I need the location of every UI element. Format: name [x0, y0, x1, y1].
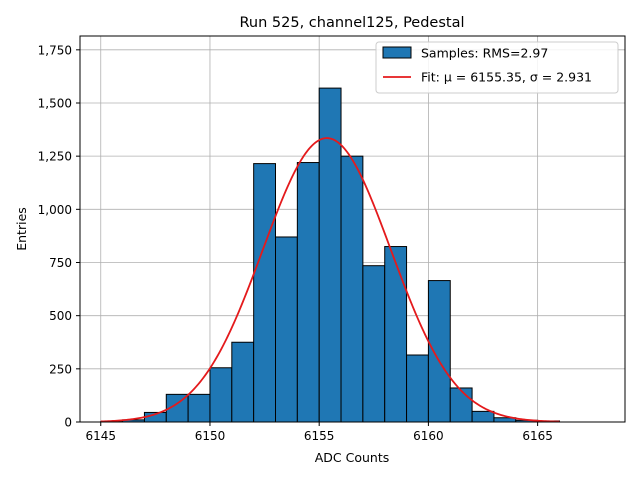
- histogram-bar: [209, 367, 233, 423]
- y-tick-label: 750: [49, 256, 72, 270]
- histogram-bar: [471, 410, 495, 423]
- fit-curve-layer: [100, 137, 560, 423]
- fit-curve: [100, 137, 560, 423]
- y-tick-label: 1,750: [38, 43, 72, 57]
- histogram-bar: [384, 246, 408, 423]
- y-tick-label: 250: [49, 362, 72, 376]
- y-axis-ticks: 0 250 500 750 1,000 1,250 1,500 1,750: [38, 43, 80, 430]
- x-tick-label: 6165: [522, 429, 553, 443]
- y-tick-label: 0: [64, 416, 72, 430]
- x-tick-label: 6150: [195, 429, 226, 443]
- x-tick-label: 6160: [413, 429, 444, 443]
- x-axis-ticks: 6145 6150 6155 6160 6165: [85, 422, 553, 443]
- chart-title: Run 525, channel125, Pedestal: [239, 15, 464, 31]
- histogram-bar: [406, 354, 429, 423]
- histogram-bar: [253, 163, 277, 423]
- legend-box: [375, 41, 619, 94]
- histogram-bar: [296, 162, 320, 423]
- legend: Samples: RMS=2.97 Fit: μ = 6155.35, σ = …: [375, 41, 619, 94]
- y-tick-label: 1,500: [38, 96, 72, 110]
- histogram-bar: [427, 280, 451, 423]
- legend-swatch-samples: [382, 46, 412, 59]
- histogram-bar: [275, 236, 298, 423]
- y-tick-label: 1,250: [38, 150, 72, 164]
- histogram-bar: [449, 387, 473, 423]
- y-axis-label: Entries: [14, 207, 29, 251]
- y-tick-label: 500: [49, 309, 72, 323]
- histogram-bar: [340, 155, 364, 423]
- x-tick-label: 6155: [304, 429, 335, 443]
- legend-label-samples: Samples: RMS=2.97: [421, 46, 548, 61]
- plot-frame: [79, 35, 626, 423]
- histogram-bar: [231, 341, 255, 423]
- x-axis-label: ADC Counts: [315, 450, 390, 465]
- x-tick-label: 6145: [85, 429, 116, 443]
- y-tick-label: 1,000: [38, 203, 72, 217]
- histogram-bar: [187, 393, 211, 423]
- histogram-bar: [362, 265, 386, 423]
- legend-label-fit: Fit: μ = 6155.35, σ = 2.931: [421, 70, 592, 85]
